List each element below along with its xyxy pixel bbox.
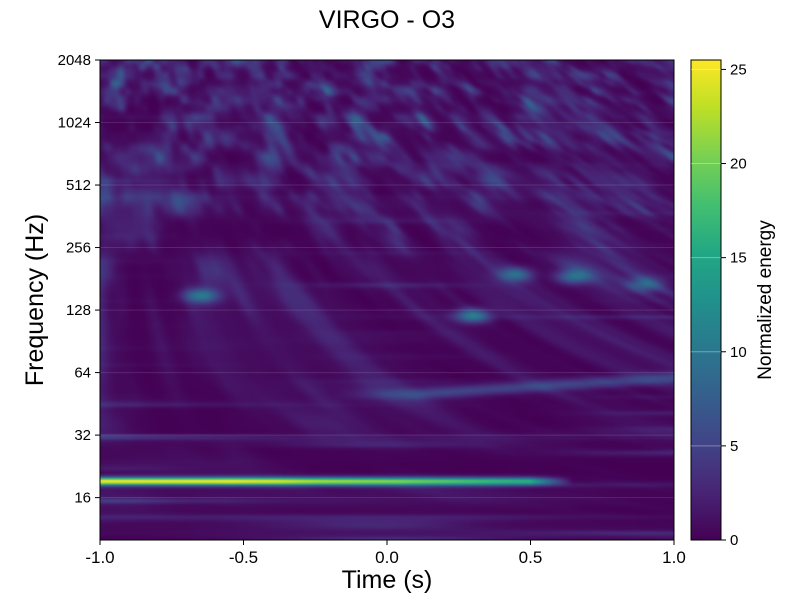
colorbar: 0 5 10 15 20 25 Normalized energy [690,59,776,549]
plot-area [99,59,675,541]
x-axis-label: Time (s) [342,566,433,594]
colorbar-tick-label: 25 [730,61,747,78]
x-tick-label: -0.5 [229,548,258,567]
colorbar-tick-label: 0 [730,532,738,549]
colorbar-ticks: 0 5 10 15 20 25 [691,61,747,549]
grid-lines [100,122,674,499]
colorbar-tick-label: 15 [730,250,747,267]
x-tick-label: 0.0 [375,548,399,567]
y-axis: 16 32 64 128 256 512 1024 2048 [58,52,100,507]
x-axis: -1.0 -0.5 0.0 0.5 1.0 [85,540,686,567]
x-tick-label: 0.5 [519,548,543,567]
chart-title: VIRGO - O3 [319,6,455,34]
colorbar-tick-label: 20 [730,156,747,173]
colorbar-tick-label: 10 [730,344,747,361]
colorbar-gradient [690,59,722,541]
y-tick-label: 2048 [58,52,91,69]
y-tick-label: 1024 [58,115,91,132]
y-tick-label: 64 [74,365,91,382]
y-tick-label: 512 [66,177,91,194]
x-tick-label: -1.0 [85,548,114,567]
colorbar-tick-label: 5 [730,438,738,455]
y-tick-label: 32 [74,427,91,444]
colorbar-label: Normalized energy [755,220,776,380]
y-tick-label: 256 [66,240,91,257]
y-tick-label: 128 [66,302,91,319]
x-tick-label: 1.0 [662,548,686,567]
y-axis-label: Frequency (Hz) [21,214,49,386]
y-tick-label: 16 [74,490,91,507]
heatmap [100,60,674,540]
